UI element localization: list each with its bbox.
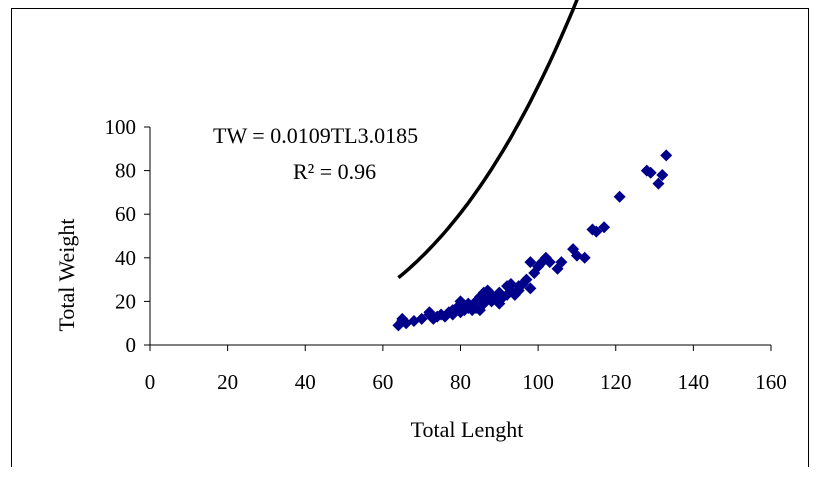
- y-tick-label: 80: [115, 159, 136, 183]
- y-tick-label: 0: [126, 333, 137, 357]
- data-point: [598, 221, 611, 234]
- y-tick-label: 20: [115, 289, 136, 313]
- x-axis-ticks: 0 20 40 60 80 100 120 140 160: [145, 345, 787, 394]
- data-point: [555, 256, 568, 269]
- data-point: [543, 256, 556, 269]
- x-tick-label: 0: [145, 370, 156, 394]
- data-point: [644, 166, 657, 179]
- x-tick-label: 60: [372, 370, 393, 394]
- y-tick-label: 40: [115, 246, 136, 270]
- data-point: [520, 273, 533, 286]
- data-point: [524, 282, 537, 295]
- y-tick-label: 100: [105, 115, 137, 139]
- x-tick-label: 20: [217, 370, 238, 394]
- data-points: [392, 149, 673, 332]
- trend-equation: TW = 0.0109TL3.0185: [213, 123, 418, 148]
- data-point: [578, 251, 591, 264]
- data-point: [415, 312, 428, 325]
- data-point: [613, 190, 626, 203]
- y-axis-ticks: 0 20 40 60 80 100: [105, 115, 150, 357]
- trendline: [397, 0, 579, 280]
- x-tick-label: 160: [755, 370, 787, 394]
- data-point: [656, 168, 669, 181]
- r-squared-label: R² = 0.96: [293, 159, 376, 184]
- x-tick-label: 140: [678, 370, 710, 394]
- data-point: [524, 256, 537, 269]
- data-point: [590, 225, 603, 238]
- data-point: [652, 177, 665, 190]
- y-tick-label: 60: [115, 202, 136, 226]
- data-point: [660, 149, 673, 162]
- x-tick-label: 120: [600, 370, 632, 394]
- y-axis-title: Total Weight: [54, 219, 79, 332]
- x-axis-title: Total Lenght: [411, 417, 524, 442]
- x-tick-label: 40: [295, 370, 316, 394]
- x-tick-label: 80: [450, 370, 471, 394]
- x-tick-label: 100: [522, 370, 554, 394]
- chart-frame: [11, 8, 809, 467]
